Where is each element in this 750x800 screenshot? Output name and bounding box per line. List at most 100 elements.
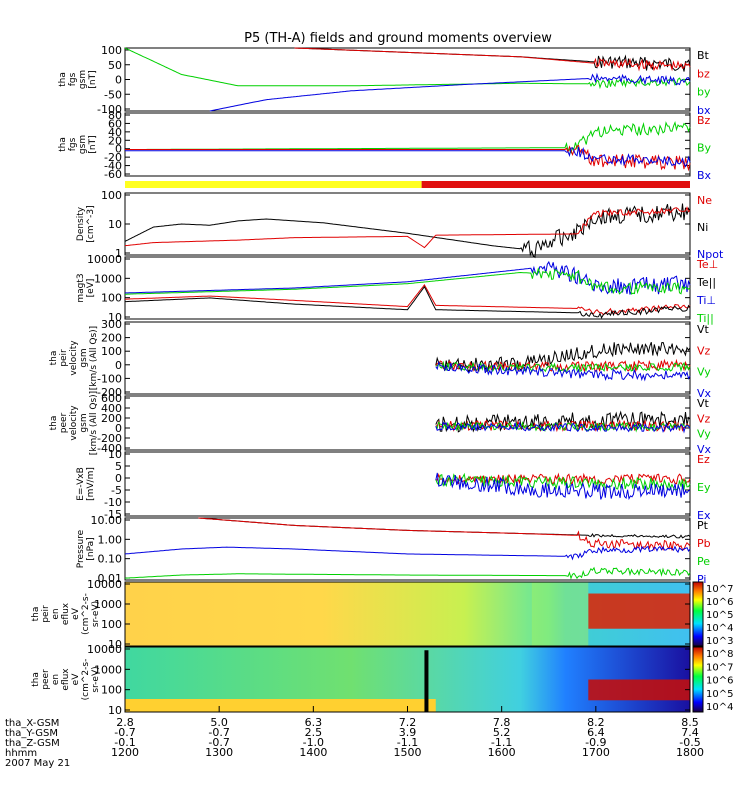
xtick-label: 1800: [676, 746, 704, 759]
ytick-label: 100: [101, 618, 122, 631]
colorbar-label: 10^4: [706, 623, 733, 634]
ylabel-line: Pressure: [76, 529, 86, 568]
ytick-label: 10: [108, 448, 122, 461]
ylabel-group: tha peer velocity gsm [km/s (All Qs)]: [49, 391, 99, 455]
mode-bar-fast: [421, 181, 690, 188]
spectrogram-peir-transition: [531, 582, 589, 646]
ytick-label: 1: [115, 247, 122, 260]
xtick-label: 1300: [205, 746, 233, 759]
colorbar: [692, 581, 704, 647]
xtick-label: -0.1: [114, 736, 135, 749]
panel-frame: [124, 321, 691, 395]
legend-entry: bx: [697, 104, 711, 117]
mode-bar-slow: [125, 181, 422, 188]
ytick-label: 0: [115, 422, 122, 435]
xaxis-row-label: tha_X-GSM: [5, 718, 59, 729]
legend-entry: Pi: [697, 573, 706, 586]
ytick-label: -15: [104, 508, 122, 521]
xtick-label: -0.7: [114, 726, 135, 739]
ytick-label: 5: [115, 460, 122, 473]
legend-entry: Bt: [697, 49, 710, 62]
ytick-label: 200: [101, 412, 122, 425]
panel-temperature: 10000 1000 100 10 magt3 [eV] Te⊥ Te|| Ti⊥ Ti||: [76, 253, 718, 325]
series-line: [435, 472, 691, 501]
ytick-label: 0.01: [98, 572, 123, 585]
ytick-label: -200: [97, 432, 122, 445]
ylabel-group: magt3 [eV]: [76, 273, 96, 302]
legend-entry: Ez: [697, 453, 710, 466]
xtick-label: 6.3: [305, 716, 323, 729]
series-line: [435, 420, 691, 433]
xtick-label: 8.2: [587, 716, 605, 729]
legend-entry: Bx: [697, 169, 712, 182]
ylabel-line: E=-VxB: [76, 467, 86, 501]
ylabel-line: Density: [76, 206, 86, 241]
ytick-label: 10000: [87, 253, 122, 266]
figure-title: P5 (TH-A) fields and ground moments over…: [244, 31, 552, 46]
ytick-label: -60: [104, 168, 122, 181]
xaxis-row-label: tha_Z-GSM: [5, 738, 60, 749]
ylabel-line: velocity: [69, 340, 79, 376]
colorbar-label: 10^7: [706, 584, 733, 595]
ytick-label: 200: [101, 332, 122, 345]
ytick-label: 10.00: [91, 514, 123, 527]
legend-entry: Vy: [697, 366, 711, 379]
ytick-label: 0.10: [98, 553, 123, 566]
ytick-label: 100: [101, 44, 122, 57]
panel-frame: [124, 47, 691, 112]
xtick-label: 6.4: [587, 726, 605, 739]
ylabel-line: fgs: [68, 72, 78, 86]
series-line: [435, 472, 691, 492]
ytick-label: 10: [108, 704, 122, 717]
legend-entry: Vy: [697, 428, 711, 441]
xtick-label: 3.9: [399, 726, 417, 739]
colorbar-label: 10^8: [706, 649, 733, 660]
xtick-label: -1.1: [397, 736, 418, 749]
ytick-label: 0: [115, 74, 122, 87]
series-line: [198, 517, 691, 552]
ytick-label: -10: [104, 496, 122, 509]
panel-frame: [124, 192, 691, 256]
ylabel-group: Pressure [nPa]: [76, 529, 96, 568]
ylabel-line: [eV]: [86, 279, 96, 298]
ylabel-line: [mV/m]: [86, 467, 96, 501]
ylabel-group: E=-VxB [mV/m]: [76, 467, 96, 501]
ylabel-line: tha: [49, 416, 59, 431]
legend-entry: Vt: [697, 397, 710, 410]
ytick-label: 10: [108, 638, 122, 651]
ylabel-line: gsm: [78, 70, 88, 89]
ylabel-line: tha: [58, 72, 68, 87]
ytick-label: 100: [101, 345, 122, 358]
ytick-label: 100: [101, 684, 122, 697]
xtick-label: 1600: [488, 746, 516, 759]
series-line: [198, 517, 691, 539]
xtick-label: 1700: [582, 746, 610, 759]
ylabel-line: (cm^2-s-: [81, 659, 91, 701]
ytick-label: -400: [97, 442, 122, 455]
ylabel-group: tha peir velocity gsm [km/s (All Qs)]: [49, 326, 99, 390]
ytick-label: 60: [108, 117, 122, 130]
ytick-label: 0: [115, 143, 122, 156]
series-line: [124, 203, 691, 259]
series-line: [209, 72, 691, 112]
ylabel-line: peer: [41, 669, 51, 690]
ylabel-line: [km/s (All Qs)]: [89, 391, 99, 455]
ytick-label: -100: [97, 372, 122, 385]
ylabel-line: eflux: [61, 602, 71, 625]
colorbar-label: 10^7: [706, 662, 733, 673]
ylabel-line: en: [51, 608, 61, 619]
legend-entry: Ti⊥: [696, 294, 716, 307]
ytick-label: 20: [108, 134, 122, 147]
ylabel-line: [nPa]: [86, 537, 96, 560]
series-line: [124, 260, 691, 295]
series-line: [435, 421, 691, 434]
legend-entry: Vz: [697, 412, 711, 425]
xtick-label: 5.2: [493, 726, 511, 739]
colorbar-label: 10^6: [706, 676, 733, 687]
ytick-label: 10000: [87, 578, 122, 591]
xtick-label: -0.7: [208, 736, 229, 749]
legend-entry: By: [697, 142, 712, 155]
ytick-label: 1000: [94, 272, 122, 285]
series-line: [124, 206, 691, 249]
